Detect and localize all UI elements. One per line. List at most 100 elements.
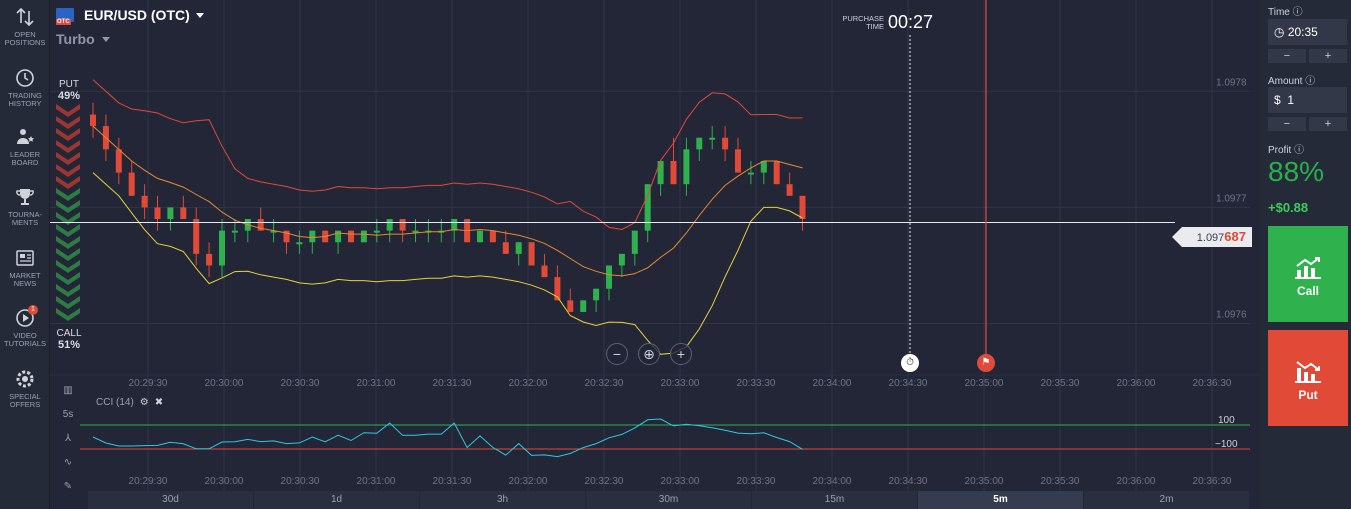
sentiment-chevron bbox=[56, 164, 80, 177]
sidebar-item-tournaments[interactable]: TOURNA- MENTS bbox=[0, 186, 50, 227]
put-button[interactable]: Put bbox=[1268, 330, 1348, 426]
x-tick-label-lower: 20:34:00 bbox=[813, 476, 852, 487]
news-icon bbox=[14, 247, 36, 269]
amount-label: Amount ⓘ bbox=[1268, 76, 1316, 87]
x-tick-label: 20:31:00 bbox=[357, 378, 396, 389]
help-icon[interactable]: ⓘ bbox=[1294, 145, 1305, 156]
candle-body bbox=[489, 230, 496, 243]
timeframe-2m[interactable]: 2m bbox=[1084, 491, 1250, 509]
candle-body bbox=[670, 160, 677, 185]
call-button[interactable]: Call bbox=[1268, 226, 1348, 322]
sidebar-item-video-tutorials[interactable]: 1 VIDEO TUTORIALS bbox=[4, 305, 46, 348]
sentiment-chevron bbox=[56, 272, 80, 285]
indicator-toolbar: ▥ 5s ⅄ ∿ ✎ bbox=[56, 380, 82, 500]
candle-body bbox=[696, 137, 703, 150]
profit-amount: +$0.88 bbox=[1268, 200, 1309, 215]
candle-body bbox=[296, 242, 303, 245]
asset-selector[interactable]: OTC EUR/USD (OTC) bbox=[56, 6, 204, 25]
x-tick-label-lower: 20:35:00 bbox=[965, 476, 1004, 487]
amount-stepper: − + bbox=[1268, 117, 1347, 131]
timeframe-3h[interactable]: 3h bbox=[420, 491, 586, 509]
timeframe-5m[interactable]: 5m bbox=[918, 491, 1084, 509]
time-minus-button[interactable]: − bbox=[1268, 49, 1306, 63]
chart-type-icon[interactable]: ▥ bbox=[63, 385, 73, 396]
x-tick-label-lower: 20:30:00 bbox=[205, 476, 244, 487]
time-plus-button[interactable]: + bbox=[1309, 49, 1347, 63]
time-field[interactable]: ◷ 20:35 bbox=[1268, 19, 1347, 45]
x-tick-label: 20:30:30 bbox=[281, 378, 320, 389]
x-tick-label-lower: 20:29:30 bbox=[129, 476, 168, 487]
candle-body bbox=[193, 219, 200, 254]
x-tick-label: 20:35:00 bbox=[965, 378, 1004, 389]
trophy-icon bbox=[14, 186, 36, 208]
call-sentiment: CALL 51% bbox=[56, 328, 82, 351]
timeframe-30d[interactable]: 30d bbox=[88, 491, 254, 509]
mode-selector[interactable]: Turbo bbox=[56, 31, 110, 47]
x-tick-label: 20:36:00 bbox=[1117, 378, 1156, 389]
sentiment-chevron bbox=[56, 152, 80, 165]
finish-flag-marker-icon[interactable]: ⚑ bbox=[977, 354, 995, 372]
pencil-icon[interactable]: ✎ bbox=[63, 481, 73, 492]
candle-body bbox=[799, 195, 806, 220]
amount-plus-button[interactable]: + bbox=[1309, 117, 1347, 131]
x-tick-label: 20:34:00 bbox=[813, 378, 852, 389]
candle-body bbox=[747, 172, 754, 175]
help-icon[interactable]: ⓘ bbox=[1305, 76, 1316, 87]
recenter-button[interactable]: ⊕ bbox=[638, 343, 660, 365]
candle-body bbox=[360, 230, 367, 243]
cci-line bbox=[92, 418, 803, 458]
timeframe-1d[interactable]: 1d bbox=[254, 491, 420, 509]
sidebar-item-special-offers[interactable]: SPECIAL OFFERS bbox=[0, 368, 50, 409]
x-tick-label-lower: 20:31:30 bbox=[433, 476, 472, 487]
stopwatch-marker-icon[interactable]: ⏱ bbox=[901, 354, 919, 372]
clock-icon: ◷ bbox=[1274, 25, 1288, 39]
chevron-down-icon bbox=[101, 36, 110, 42]
x-tick-label: 20:35:30 bbox=[1041, 378, 1080, 389]
candle-body bbox=[683, 149, 690, 185]
help-icon[interactable]: ⓘ bbox=[1292, 7, 1303, 18]
amount-field[interactable]: $ 1 bbox=[1268, 87, 1347, 113]
timeframe-30m[interactable]: 30m bbox=[586, 491, 752, 509]
sentiment-chevron bbox=[56, 308, 80, 321]
x-tick-label-lower: 20:32:00 bbox=[509, 476, 548, 487]
sentiment-chevron bbox=[56, 140, 80, 153]
interval-button[interactable]: 5s bbox=[62, 409, 74, 420]
timeframe-bar: 30d 1d 3h 30m 15m 5m 2m bbox=[88, 491, 1250, 509]
candle-body bbox=[270, 230, 277, 233]
amount-minus-button[interactable]: − bbox=[1268, 117, 1306, 131]
zoom-out-button[interactable]: − bbox=[606, 343, 628, 365]
gear-offer-icon bbox=[14, 368, 36, 390]
drawing-line-icon[interactable]: ∿ bbox=[63, 457, 73, 468]
sentiment-chevron bbox=[56, 284, 80, 297]
sidebar-item-market-news[interactable]: MARKET NEWS bbox=[0, 247, 50, 288]
candle-body bbox=[593, 288, 600, 301]
candle-body bbox=[477, 230, 483, 243]
timeframe-15m[interactable]: 15m bbox=[752, 491, 918, 509]
candle-body bbox=[219, 230, 225, 266]
candle-body bbox=[141, 195, 148, 208]
price-chart[interactable]: 20:29:30 20:29:30 20:30:00 20:30:00 20:30:30… bbox=[50, 0, 1260, 509]
sentiment-chevron bbox=[56, 200, 80, 213]
cci-indicator-label: CCI (14) ⚙ ✖ bbox=[96, 397, 164, 408]
candle-body bbox=[618, 253, 625, 266]
gear-icon[interactable]: ⚙ bbox=[139, 397, 149, 408]
candle-body bbox=[399, 219, 406, 231]
candle-body bbox=[412, 230, 419, 233]
band-lower-line bbox=[92, 172, 803, 355]
chart-area[interactable]: 20:29:30 20:29:30 20:30:00 20:30:00 20:30:30… bbox=[50, 0, 1260, 509]
zoom-in-button[interactable]: + bbox=[670, 343, 692, 365]
indicators-icon[interactable]: ⅄ bbox=[64, 433, 72, 444]
sidebar-item-leader-board[interactable]: LEADER BOARD bbox=[0, 126, 50, 167]
close-icon[interactable]: ✖ bbox=[154, 397, 164, 408]
mode-label: Turbo bbox=[56, 31, 95, 47]
candle-body bbox=[348, 230, 354, 243]
x-tick-label: 20:34:30 bbox=[889, 378, 928, 389]
sidebar-item-open-positions[interactable]: OPEN POSITIONS bbox=[0, 6, 50, 47]
sentiment-chevron bbox=[56, 176, 80, 189]
candle-body bbox=[644, 184, 651, 231]
leaderboard-icon bbox=[14, 126, 36, 148]
candle-body bbox=[515, 242, 522, 254]
sidebar-item-trading-history[interactable]: TRADING HISTORY bbox=[0, 67, 50, 108]
x-tick-label: 20:32:30 bbox=[585, 378, 624, 389]
play-icon bbox=[14, 307, 36, 329]
